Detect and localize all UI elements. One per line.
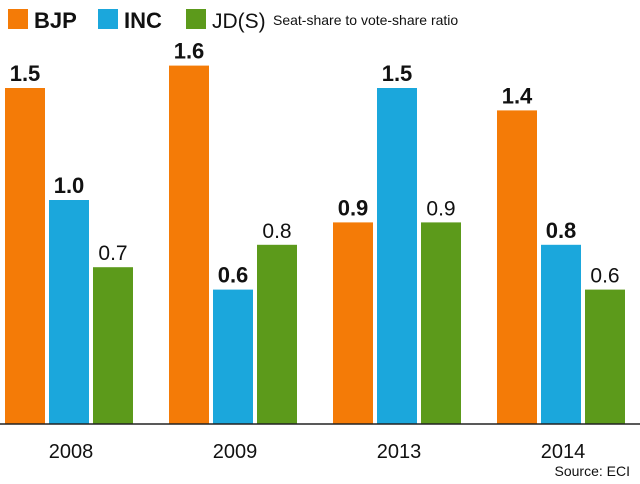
category-label-2009: 2009	[213, 441, 258, 463]
bar-bjp-2014	[497, 110, 537, 425]
bar-inc-2014	[541, 244, 581, 424]
value-label-inc-2008: 1.0	[54, 173, 85, 198]
legend-label-jds: JD(S)	[212, 10, 266, 33]
bar-jds-2013	[421, 222, 461, 424]
bar-bjp-2008	[5, 88, 45, 424]
legend-label-bjp: BJP	[34, 8, 77, 33]
category-label-2013: 2013	[377, 441, 422, 463]
legend-swatch-jds	[186, 9, 206, 29]
bars	[5, 65, 625, 425]
source-note: Source: ECI	[555, 463, 630, 479]
value-labels: 1.5 1.0 0.7 1.6 0.6 0.8 0.9 1.5 0.9 1.4 0.8 0.6	[10, 39, 620, 288]
value-label-inc-2014: 0.8	[546, 218, 577, 243]
legend-label-inc: INC	[124, 8, 162, 33]
legend-swatch-inc	[98, 9, 118, 29]
bar-inc-2013	[377, 88, 417, 424]
bar-jds-2009	[257, 244, 297, 424]
bar-inc-2009	[213, 289, 253, 424]
value-label-jds-2014: 0.6	[590, 265, 619, 288]
bar-bjp-2009	[169, 65, 209, 424]
legend: BJP INC JD(S)	[8, 8, 266, 33]
value-label-inc-2009: 0.6	[218, 263, 249, 288]
value-label-bjp-2013: 0.9	[338, 195, 369, 220]
category-label-2008: 2008	[49, 441, 94, 463]
bar-jds-2008	[93, 267, 133, 424]
legend-swatch-bjp	[8, 9, 28, 29]
value-label-inc-2013: 1.5	[382, 61, 413, 86]
value-label-jds-2013: 0.9	[426, 197, 455, 220]
category-label-2014: 2014	[541, 441, 586, 463]
value-label-bjp-2014: 1.4	[502, 83, 533, 108]
value-label-jds-2008: 0.7	[98, 242, 127, 265]
bar-inc-2008	[49, 200, 89, 424]
value-label-bjp-2009: 1.6	[174, 39, 205, 64]
value-label-bjp-2008: 1.5	[10, 61, 41, 86]
bar-bjp-2013	[333, 222, 373, 424]
chart-title: Seat-share to vote-share ratio	[273, 12, 458, 28]
category-labels: 2008 2009 2013 2014	[49, 441, 586, 463]
bar-jds-2014	[585, 289, 625, 424]
value-label-jds-2009: 0.8	[262, 220, 291, 243]
